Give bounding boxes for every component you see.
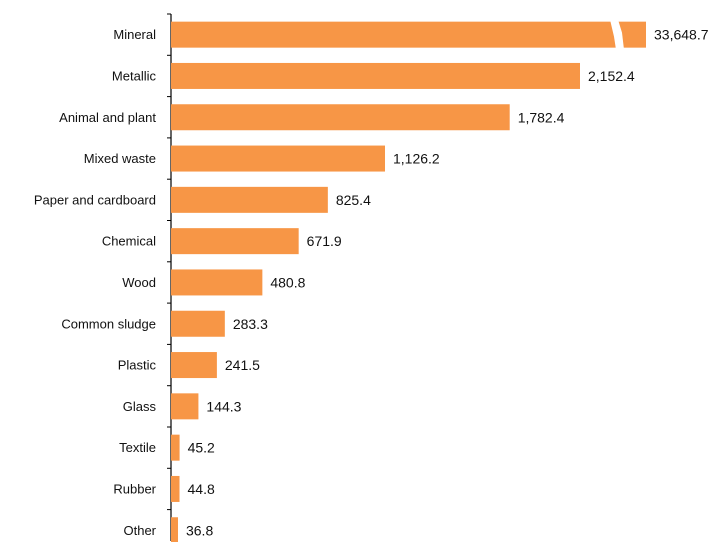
bar — [171, 104, 510, 131]
bar — [171, 310, 225, 337]
bar — [171, 517, 178, 542]
value-label: 671.9 — [307, 233, 342, 249]
value-label: 1,782.4 — [518, 109, 565, 125]
value-label: 33,648.7 — [654, 27, 709, 43]
axis-break-marker — [610, 19, 624, 50]
value-label: 2,152.4 — [588, 68, 635, 84]
category-label: Other — [123, 523, 156, 538]
value-label: 36.8 — [186, 522, 213, 538]
bar — [171, 186, 328, 213]
bar — [171, 475, 180, 502]
category-label: Rubber — [113, 481, 156, 496]
category-label: Mineral — [113, 27, 156, 42]
bar — [171, 434, 180, 461]
category-label: Metallic — [112, 68, 157, 83]
bar — [171, 393, 199, 420]
category-label: Animal and plant — [59, 110, 156, 125]
category-label: Paper and cardboard — [34, 192, 156, 207]
bar — [171, 352, 217, 379]
category-label: Glass — [123, 399, 157, 414]
value-label: 480.8 — [270, 274, 305, 290]
bar — [171, 228, 299, 255]
category-label: Chemical — [102, 234, 156, 249]
value-label: 283.3 — [233, 316, 268, 332]
category-label: Common sludge — [61, 316, 156, 331]
value-label: 45.2 — [188, 440, 215, 456]
value-label: 241.5 — [225, 357, 260, 373]
bar — [171, 62, 580, 89]
bar — [171, 145, 386, 172]
value-label: 1,126.2 — [393, 151, 440, 167]
value-label: 44.8 — [188, 481, 215, 497]
category-label: Textile — [119, 440, 156, 455]
category-label: Mixed waste — [84, 151, 156, 166]
category-label: Wood — [122, 275, 156, 290]
bar — [171, 21, 646, 48]
value-label: 144.3 — [206, 398, 241, 414]
category-label: Plastic — [118, 358, 157, 373]
bar — [171, 269, 263, 296]
value-label: 825.4 — [336, 192, 371, 208]
